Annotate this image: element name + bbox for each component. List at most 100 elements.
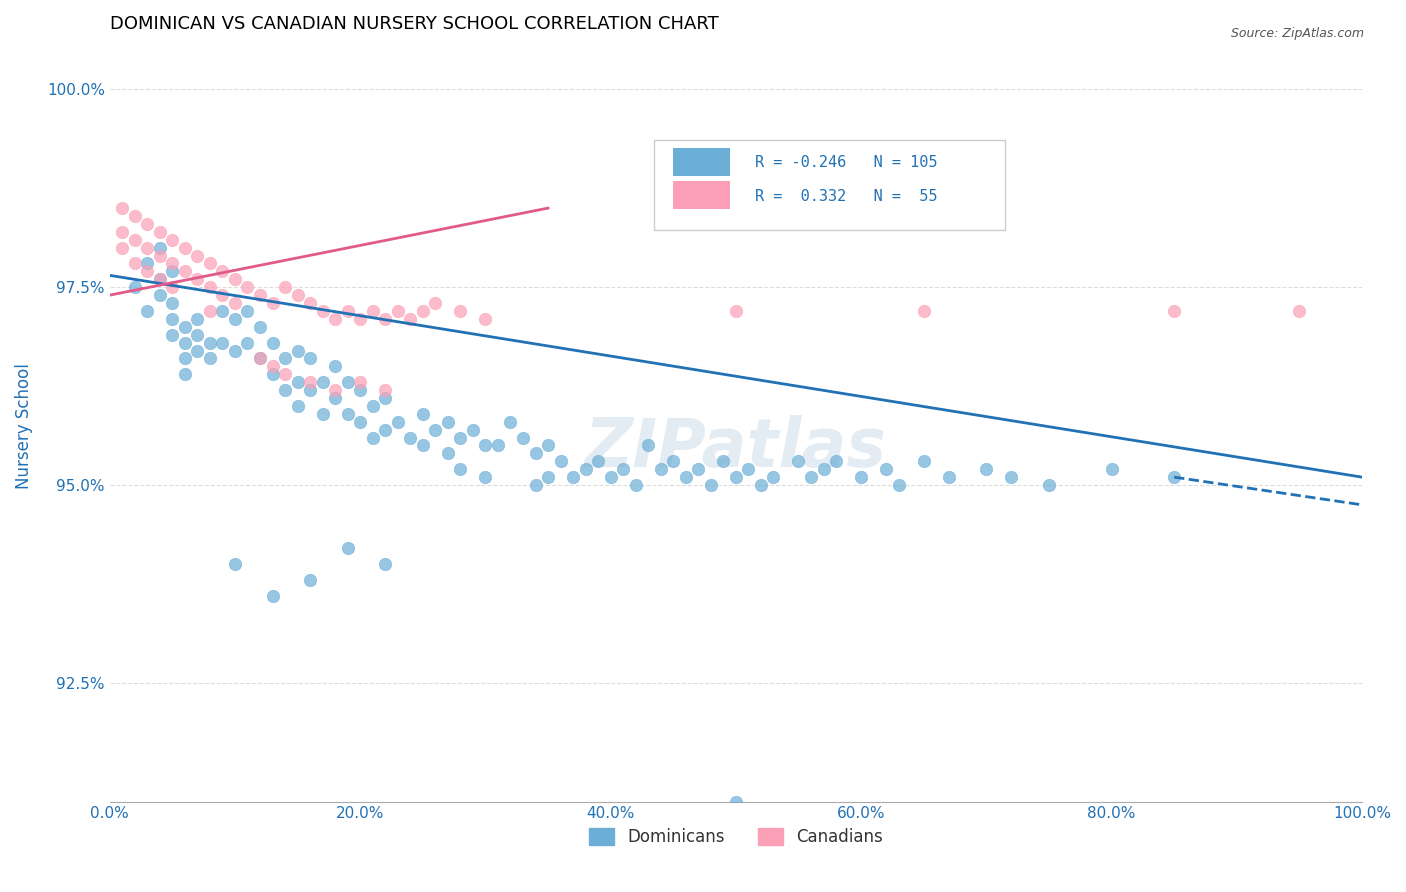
Point — [675, 470, 697, 484]
Point — [813, 462, 835, 476]
Point — [262, 359, 284, 374]
Point — [437, 446, 460, 460]
Point — [374, 391, 396, 405]
Point — [399, 311, 422, 326]
Point — [111, 201, 134, 215]
Point — [124, 280, 146, 294]
Point — [887, 478, 910, 492]
Point — [486, 438, 509, 452]
Point — [1000, 470, 1022, 484]
FancyBboxPatch shape — [654, 140, 1005, 230]
Point — [787, 454, 810, 468]
Point — [274, 368, 297, 382]
Point — [274, 280, 297, 294]
Point — [211, 264, 233, 278]
Point — [374, 557, 396, 571]
Point — [162, 280, 184, 294]
Point — [524, 478, 547, 492]
Point — [499, 415, 522, 429]
Point — [323, 391, 346, 405]
Point — [149, 272, 172, 286]
Point — [249, 319, 271, 334]
Point — [186, 272, 208, 286]
Point — [387, 304, 409, 318]
Point — [124, 256, 146, 270]
Point — [412, 304, 434, 318]
Point — [186, 327, 208, 342]
Point — [349, 383, 371, 397]
Point — [249, 351, 271, 366]
Point — [461, 423, 484, 437]
Point — [1038, 478, 1060, 492]
Point — [323, 311, 346, 326]
Point — [323, 359, 346, 374]
Point — [198, 335, 221, 350]
Point — [124, 233, 146, 247]
Point — [236, 335, 259, 350]
Point — [149, 249, 172, 263]
Point — [299, 573, 322, 587]
Y-axis label: Nursery School: Nursery School — [15, 363, 32, 489]
Point — [224, 272, 246, 286]
Point — [262, 589, 284, 603]
Point — [162, 327, 184, 342]
Point — [149, 241, 172, 255]
Point — [211, 304, 233, 318]
Point — [198, 280, 221, 294]
Text: DOMINICAN VS CANADIAN NURSERY SCHOOL CORRELATION CHART: DOMINICAN VS CANADIAN NURSERY SCHOOL COR… — [110, 15, 718, 33]
Point — [524, 446, 547, 460]
Point — [311, 407, 333, 421]
Point — [173, 351, 195, 366]
Point — [162, 311, 184, 326]
Point — [875, 462, 897, 476]
Point — [938, 470, 960, 484]
Point — [762, 470, 785, 484]
Point — [336, 541, 359, 556]
Point — [336, 375, 359, 389]
Point — [612, 462, 634, 476]
Point — [311, 304, 333, 318]
Point — [136, 241, 159, 255]
Point — [425, 296, 447, 310]
Text: R =  0.332   N =  55: R = 0.332 N = 55 — [755, 189, 938, 204]
Point — [224, 557, 246, 571]
Point — [149, 225, 172, 239]
Text: ZIPatlas: ZIPatlas — [585, 416, 887, 482]
Point — [299, 383, 322, 397]
Point — [912, 454, 935, 468]
Point — [374, 383, 396, 397]
Point — [425, 423, 447, 437]
Point — [724, 795, 747, 809]
Point — [136, 217, 159, 231]
Point — [737, 462, 759, 476]
Point — [825, 454, 848, 468]
Point — [173, 368, 195, 382]
Point — [349, 311, 371, 326]
Text: R = -0.246   N = 105: R = -0.246 N = 105 — [755, 155, 938, 170]
Point — [249, 288, 271, 302]
Point — [374, 423, 396, 437]
Point — [336, 304, 359, 318]
Point — [211, 288, 233, 302]
Point — [162, 256, 184, 270]
Legend: Dominicans, Canadians: Dominicans, Canadians — [589, 828, 883, 846]
Point — [361, 304, 384, 318]
Point — [224, 343, 246, 358]
Point — [387, 415, 409, 429]
Point — [186, 343, 208, 358]
Point — [1163, 470, 1185, 484]
Point — [136, 304, 159, 318]
Point — [173, 335, 195, 350]
Point — [111, 225, 134, 239]
Point — [412, 438, 434, 452]
Point — [299, 296, 322, 310]
Point — [586, 454, 609, 468]
Point — [912, 304, 935, 318]
Point — [149, 288, 172, 302]
Point — [1288, 304, 1310, 318]
Point — [111, 241, 134, 255]
Point — [800, 470, 823, 484]
Point — [173, 241, 195, 255]
Point — [976, 462, 998, 476]
Point — [198, 304, 221, 318]
